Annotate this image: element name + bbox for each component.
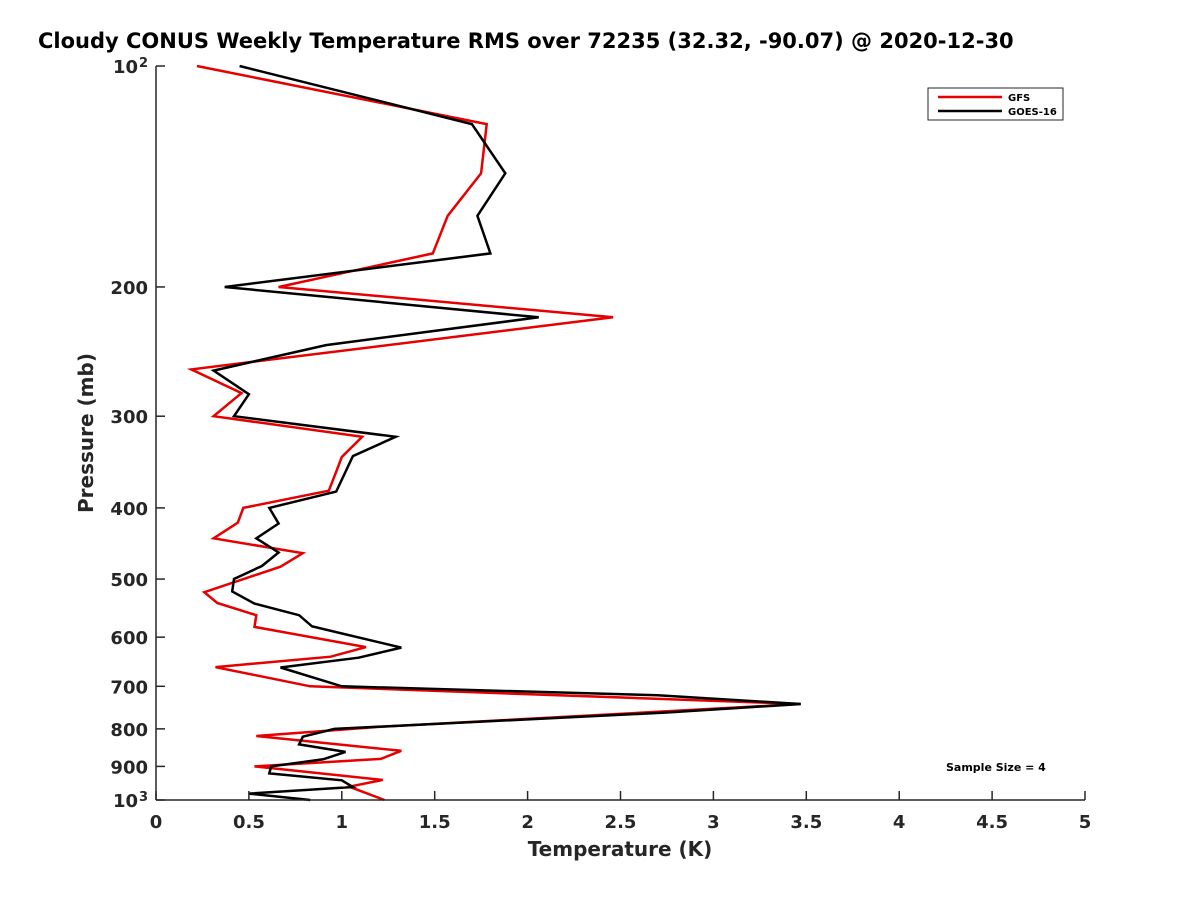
x-tick-label: 3 xyxy=(707,812,720,833)
y-axis-label: Pressure (mb) xyxy=(74,353,98,513)
y-tick-label: 700 xyxy=(110,677,148,698)
y-tick-exponent: 3 xyxy=(139,790,148,805)
sample-size-annotation: Sample Size = 4 xyxy=(946,761,1046,774)
legend-box xyxy=(927,87,1064,121)
x-tick-label: 1.5 xyxy=(419,812,451,833)
y-tick-label: 400 xyxy=(110,499,148,520)
series-lines xyxy=(186,64,801,802)
series-line-goes16 xyxy=(210,64,801,802)
y-tick-base: 10 xyxy=(113,57,138,78)
y-tick-label: 900 xyxy=(110,757,148,778)
y-tick-exponent: 2 xyxy=(139,56,148,71)
x-tick-label: 2.5 xyxy=(605,812,637,833)
y-tick-base: 10 xyxy=(113,791,138,812)
x-tick-label: 4 xyxy=(893,812,906,833)
chart-title: Cloudy CONUS Weekly Temperature RMS over… xyxy=(38,29,1014,53)
series-line-gfs xyxy=(186,64,801,802)
x-ticks: 0 0.5 1 1.5 2 2.5 3 3.5 4 4.5 5 xyxy=(150,791,1092,833)
legend-label-gfs: GFS xyxy=(1008,93,1030,104)
x-axis-label: Temperature (K) xyxy=(528,837,713,861)
x-tick-label: 2 xyxy=(521,812,534,833)
legend-label-goes16: GOES-16 xyxy=(1008,107,1057,118)
x-tick-label: 0 xyxy=(150,812,163,833)
x-tick-label: 5 xyxy=(1079,812,1092,833)
x-tick-label: 1 xyxy=(336,812,349,833)
y-tick-label: 500 xyxy=(110,570,148,591)
x-tick-label: 4.5 xyxy=(976,812,1008,833)
x-tick-label: 3.5 xyxy=(790,812,822,833)
y-tick-label: 300 xyxy=(110,407,148,428)
y-tick-label: 200 xyxy=(110,278,148,299)
y-tick-label: 800 xyxy=(110,720,148,741)
legend: GFS GOES-16 xyxy=(927,87,1064,121)
y-tick-label: 600 xyxy=(110,628,148,649)
x-tick-label: 0.5 xyxy=(233,812,265,833)
